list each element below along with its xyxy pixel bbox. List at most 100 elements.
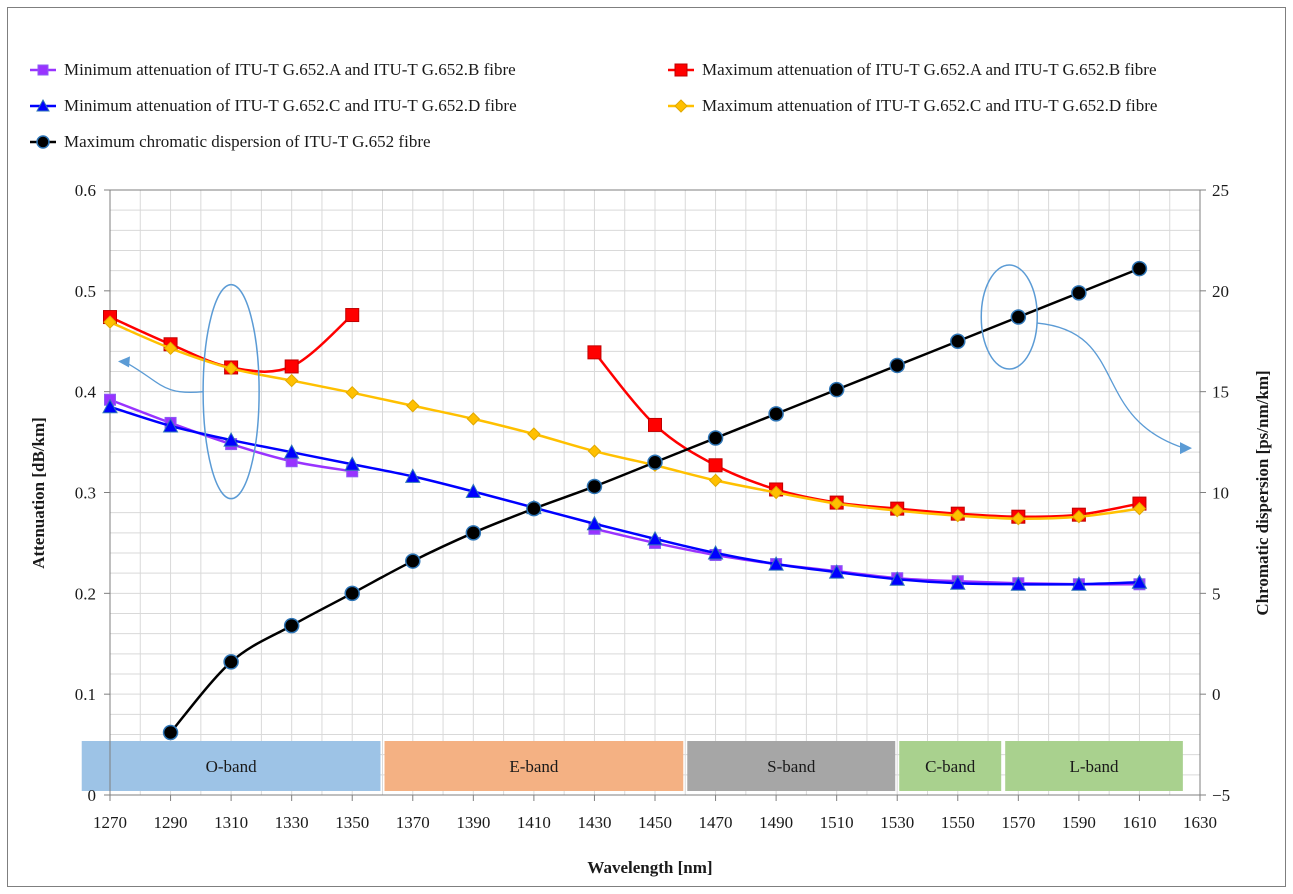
data-point-circle — [405, 553, 421, 569]
data-point-diamond — [527, 427, 541, 441]
x-axis-title: Wavelength [nm] — [587, 858, 712, 877]
y-axis-title-left: Attenuation [dB/km] — [29, 417, 48, 569]
data-point-triangle — [223, 432, 239, 447]
data-point-circle — [1071, 285, 1087, 301]
data-point-triangle — [1131, 574, 1148, 589]
x-tick-label: 1570 — [1001, 813, 1035, 832]
annotation-arrowhead-right — [1180, 442, 1192, 455]
data-point-triangle — [465, 483, 482, 498]
data-point-diamond — [1011, 512, 1026, 526]
data-point-square — [708, 458, 723, 473]
legend-label-max-att-cd: Maximum attenuation of ITU-T G.652.C and… — [702, 96, 1158, 115]
y-tick-label-left: 0.6 — [75, 181, 96, 200]
data-point-diamond — [1132, 501, 1147, 516]
grid — [109, 189, 1201, 796]
y-tick-label-left: 0.1 — [75, 685, 96, 704]
annotation-arrow-right — [1037, 322, 1185, 449]
series-line — [109, 405, 1140, 586]
data-point-circle — [1131, 260, 1148, 277]
y-axis-title-right: Chromatic dispersion [ps/nm/km] — [1253, 370, 1272, 615]
data-point-diamond — [829, 496, 844, 511]
legend-swatch-min-att-cd — [30, 98, 56, 112]
band-label-s-band: S-band — [767, 757, 816, 776]
annotations — [118, 264, 1192, 500]
data-point-triangle — [828, 564, 845, 579]
y-tick-label-right: 5 — [1212, 584, 1221, 603]
x-tick-label: 1630 — [1183, 813, 1217, 832]
y-tick-label-right: 10 — [1212, 484, 1229, 503]
legend-swatch-min-att-ab — [30, 64, 56, 76]
x-tick-label: 1550 — [941, 813, 975, 832]
legend-item-max-att-ab: Maximum attenuation of ITU-T G.652.A and… — [666, 58, 1157, 82]
data-point-diamond — [103, 315, 117, 329]
legend-swatch-max-att-ab — [668, 63, 694, 77]
y-tick-label-left: 0.5 — [75, 282, 96, 301]
data-point-diamond — [769, 485, 783, 500]
data-point-diamond — [587, 444, 602, 458]
data-point-diamond — [951, 508, 965, 523]
x-tick-label: 1450 — [638, 813, 672, 832]
x-tick-label: 1390 — [456, 813, 490, 832]
legend-item-min-att-ab: Minimum attenuation of ITU-T G.652.A and… — [28, 58, 516, 82]
data-point-circle — [223, 654, 239, 670]
data-point-circle — [950, 333, 966, 349]
legend-item-min-att-cd: Minimum attenuation of ITU-T G.652.C and… — [28, 94, 517, 118]
x-tick-label: 1350 — [335, 813, 369, 832]
data-point-circle — [889, 357, 905, 374]
band-o-band — [81, 741, 381, 791]
data-point-triangle — [768, 556, 784, 571]
y-tick-label-right: 15 — [1212, 383, 1229, 402]
data-point-circle — [1010, 309, 1027, 325]
data-point-square — [648, 417, 662, 432]
legend-label-max-disp: Maximum chromatic dispersion of ITU-T G.… — [64, 132, 431, 151]
legend-swatch-max-att-cd — [668, 99, 694, 113]
data-point-diamond — [163, 341, 178, 356]
data-point-circle — [828, 381, 845, 398]
data-point-triangle — [586, 515, 603, 531]
data-point-circle — [707, 430, 724, 446]
legend-label-min-att-ab: Minimum attenuation of ITU-T G.652.A and… — [64, 60, 516, 79]
y-tick-label-left: 0 — [88, 786, 97, 805]
data-point-triangle — [707, 544, 724, 560]
band-c-band — [899, 741, 1002, 791]
legend-item-max-att-cd: Maximum attenuation of ITU-T G.652.C and… — [666, 94, 1157, 118]
band-label-o-band: O-band — [206, 757, 257, 776]
data-point-circle — [283, 617, 300, 634]
data-point-triangle — [1010, 576, 1027, 591]
band-e-band — [384, 741, 684, 791]
data-point-diamond — [284, 373, 299, 388]
data-point-circle — [465, 525, 482, 541]
x-tick-label: 1610 — [1122, 813, 1156, 832]
x-tick-label: 1490 — [759, 813, 793, 832]
legend-label-max-att-ab: Maximum attenuation of ITU-T G.652.A and… — [702, 60, 1157, 79]
band-label-l-band: L-band — [1069, 757, 1119, 776]
band-s-band — [687, 741, 896, 791]
data-point-triangle — [889, 571, 906, 586]
data-point-square — [284, 359, 299, 374]
data-point-diamond — [466, 412, 481, 426]
band-label-e-band: E-band — [509, 757, 559, 776]
y-tick-label-right: −5 — [1212, 786, 1230, 805]
data-point-triangle — [647, 530, 663, 546]
chart-frame — [7, 7, 1286, 887]
x-tick-label: 1530 — [880, 813, 914, 832]
data-point-triangle — [162, 417, 179, 433]
y-tick-label-right: 20 — [1212, 282, 1229, 301]
series — [102, 260, 1148, 741]
data-point-diamond — [224, 361, 238, 376]
legend: Minimum attenuation of ITU-T G.652.A and… — [0, 0, 1293, 160]
band-label-c-band: C-band — [925, 757, 976, 776]
data-point-circle — [162, 724, 179, 741]
data-point-circle — [768, 406, 784, 422]
annotation-ellipse-right — [980, 264, 1038, 370]
y-tick-label-right: 25 — [1212, 181, 1229, 200]
x-tick-label: 1290 — [154, 813, 188, 832]
data-point-diamond — [345, 385, 359, 400]
annotation-arrowhead-left — [118, 356, 130, 368]
legend-item-max-disp: Maximum chromatic dispersion of ITU-T G.… — [28, 130, 431, 154]
y-tick-label-left: 0.4 — [75, 383, 97, 402]
data-point-triangle — [1071, 576, 1087, 591]
legend-swatch-max-disp — [30, 135, 56, 149]
data-point-diamond — [890, 503, 904, 518]
y-tick-label-left: 0.3 — [75, 484, 96, 503]
